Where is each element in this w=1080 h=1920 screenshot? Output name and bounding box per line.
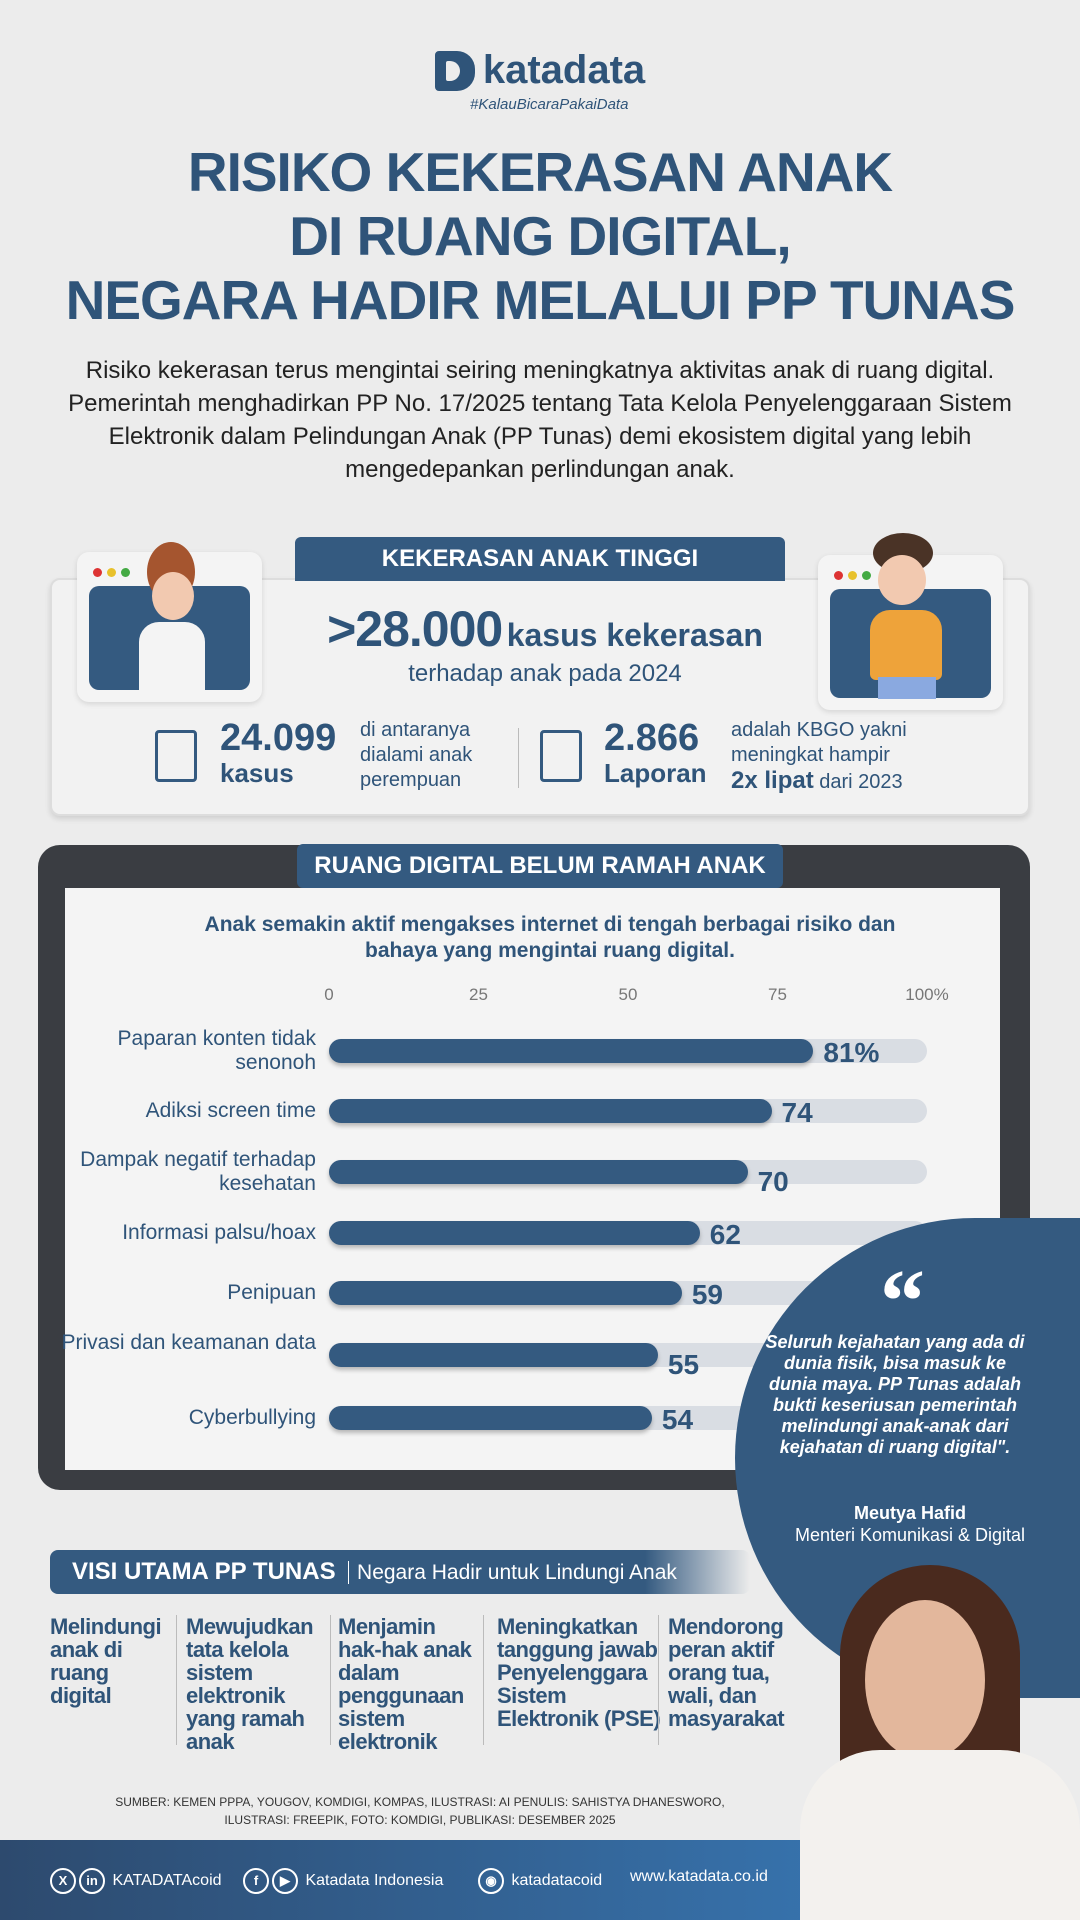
quote-icon: “ <box>880 1252 925 1351</box>
desc-line: di antaranya <box>360 719 471 741</box>
digital-header: RUANG DIGITAL BELUM RAMAH ANAK <box>297 844 783 888</box>
website-link[interactable]: www.katadata.co.id <box>630 1868 768 1885</box>
headline-sub: terhadap anak pada 2024 <box>408 660 682 687</box>
headline-text: kasus kekerasan <box>506 617 763 653</box>
desc-end: dari 2023 <box>819 771 903 793</box>
linkedin-icon[interactable]: in <box>79 1868 105 1894</box>
intro-text: Risiko kekerasan terus mengintai seiring… <box>68 357 1012 483</box>
source-credits: SUMBER: KEMEN PPPA, YOUGOV, KOMDIGI, KOM… <box>60 1793 780 1829</box>
divider <box>483 1615 484 1745</box>
divider <box>176 1615 177 1745</box>
document-icon <box>155 730 197 782</box>
title-line: DI RUANG DIGITAL, <box>289 205 791 267</box>
girl-illustration <box>77 542 262 702</box>
stat-kbgo-desc: adalah KBGO yakni meningkat hampir 2x li… <box>731 718 907 795</box>
stat-number: 24.099 <box>220 717 337 759</box>
source-line: SUMBER: KEMEN PPPA, YOUGOV, KOMDIGI, KOM… <box>115 1795 725 1809</box>
chart-subtitle: Anak semakin aktif mengakses internet di… <box>204 913 896 962</box>
title-line: NEGARA HADIR MELALUI PP TUNAS <box>65 269 1016 331</box>
stat-girls: 24.099 kasus <box>220 718 336 789</box>
bar <box>329 1343 658 1367</box>
vision-item: Menjamin hak-hak anak dalam penggunaan s… <box>338 1614 472 1754</box>
minister-photo <box>780 1565 1080 1920</box>
quote-text: Seluruh kejahatan yang ada di dunia fisi… <box>765 1332 1025 1457</box>
divider <box>658 1615 659 1745</box>
vision-banner: VISI UTAMA PP TUNAS Negara Hadir untuk L… <box>50 1550 750 1594</box>
vision-subheader: Negara Hadir untuk Lindungi Anak <box>348 1561 677 1584</box>
document-icon <box>540 730 582 782</box>
divider <box>518 728 519 788</box>
vision-header: VISI UTAMA PP TUNAS <box>72 1558 336 1585</box>
brand-tagline: #KalauBicaraPakaiData <box>470 96 629 113</box>
value-label: 74 <box>781 1097 813 1128</box>
category-label: Adiksi screen time <box>145 1099 316 1122</box>
bar <box>329 1160 748 1184</box>
category-label: Dampak negatif terhadap kesehatan <box>80 1148 316 1195</box>
x-tick-label: 100% <box>905 985 949 1004</box>
category-label: Informasi palsu/hoax <box>122 1221 316 1244</box>
vision-item: Meningkatkan tanggung jawab Penyelenggar… <box>497 1614 661 1731</box>
vision-item: Melindungi anak di ruang digital <box>50 1614 162 1708</box>
social-fb-youtube[interactable]: f ▶ Katadata Indonesia <box>243 1868 443 1894</box>
bar <box>329 1406 652 1430</box>
quote-name: Meutya Hafid <box>853 1503 967 1523</box>
x-tick-label: 75 <box>768 985 787 1004</box>
desc-line: adalah KBGO yakni <box>731 719 907 741</box>
bar <box>329 1099 772 1123</box>
divider <box>330 1615 331 1745</box>
handle: Katadata Indonesia <box>305 1872 444 1890</box>
value-label: 55 <box>667 1349 700 1380</box>
stat-girls-desc: di antaranya dialami anak perempuan <box>360 718 472 793</box>
x-tick-label: 50 <box>618 985 638 1004</box>
boy-illustration <box>818 533 1003 710</box>
desc-line: dialami anak <box>360 744 473 766</box>
value-label: 59 <box>691 1279 723 1310</box>
value-label: 70 <box>757 1166 789 1197</box>
x-tick-label: 25 <box>469 985 488 1004</box>
instagram-icon[interactable]: ◉ <box>478 1868 504 1894</box>
source-line: ILUSTRASI: FREEPIK, FOTO: KOMDIGI, PUBLI… <box>224 1813 616 1827</box>
brand-name: katadata <box>482 48 646 92</box>
category-label: Paparan konten tidak senonoh <box>117 1027 316 1074</box>
category-label: Privasi dan keamanan data <box>61 1331 317 1354</box>
handle: katadatacoid <box>511 1872 603 1890</box>
headline-number: >28.000 <box>327 601 503 657</box>
bar <box>329 1221 700 1245</box>
vision-item: Mewujudkan tata kelola sistem elektronik… <box>186 1614 314 1754</box>
desc-line: perempuan <box>360 769 462 791</box>
title-line: RISIKO KEKERASAN ANAK <box>187 141 893 203</box>
stat-unit: kasus <box>220 758 294 788</box>
category-label: Cyberbullying <box>188 1406 316 1429</box>
page-title: RISIKO KEKERASAN ANAK DI RUANG DIGITAL, … <box>0 140 1080 332</box>
x-icon[interactable]: X <box>50 1868 76 1894</box>
social-instagram[interactable]: ◉ katadatacoid <box>478 1868 602 1894</box>
violence-header: KEKERASAN ANAK TINGGI <box>295 537 785 581</box>
value-label: 54 <box>661 1404 694 1435</box>
stat-unit: Laporan <box>604 758 707 788</box>
katadata-logo-icon <box>434 50 475 91</box>
quote-role: Menteri Komunikasi & Digital <box>794 1525 1026 1545</box>
category-label: Penipuan <box>227 1281 316 1304</box>
x-tick-label: 0 <box>324 985 334 1004</box>
stat-number: 2.866 <box>604 717 700 759</box>
violence-headline: >28.000 kasus kekerasan terhadap anak pa… <box>290 600 800 688</box>
youtube-icon[interactable]: ▶ <box>272 1868 298 1894</box>
stat-kbgo: 2.866 Laporan <box>604 718 707 789</box>
value-label: 81% <box>823 1037 880 1068</box>
value-label: 62 <box>709 1219 741 1250</box>
desc-bold: 2x lipat <box>731 767 814 794</box>
vision-item: Mendorong peran aktif orang tua, wali, d… <box>668 1614 785 1731</box>
facebook-icon[interactable]: f <box>243 1868 269 1894</box>
desc-line: meningkat hampir <box>731 744 890 766</box>
bar <box>329 1039 814 1063</box>
brand-logo: katadata <box>0 48 1080 93</box>
bar <box>329 1281 682 1305</box>
handle: KATADATAcoid <box>112 1872 222 1890</box>
